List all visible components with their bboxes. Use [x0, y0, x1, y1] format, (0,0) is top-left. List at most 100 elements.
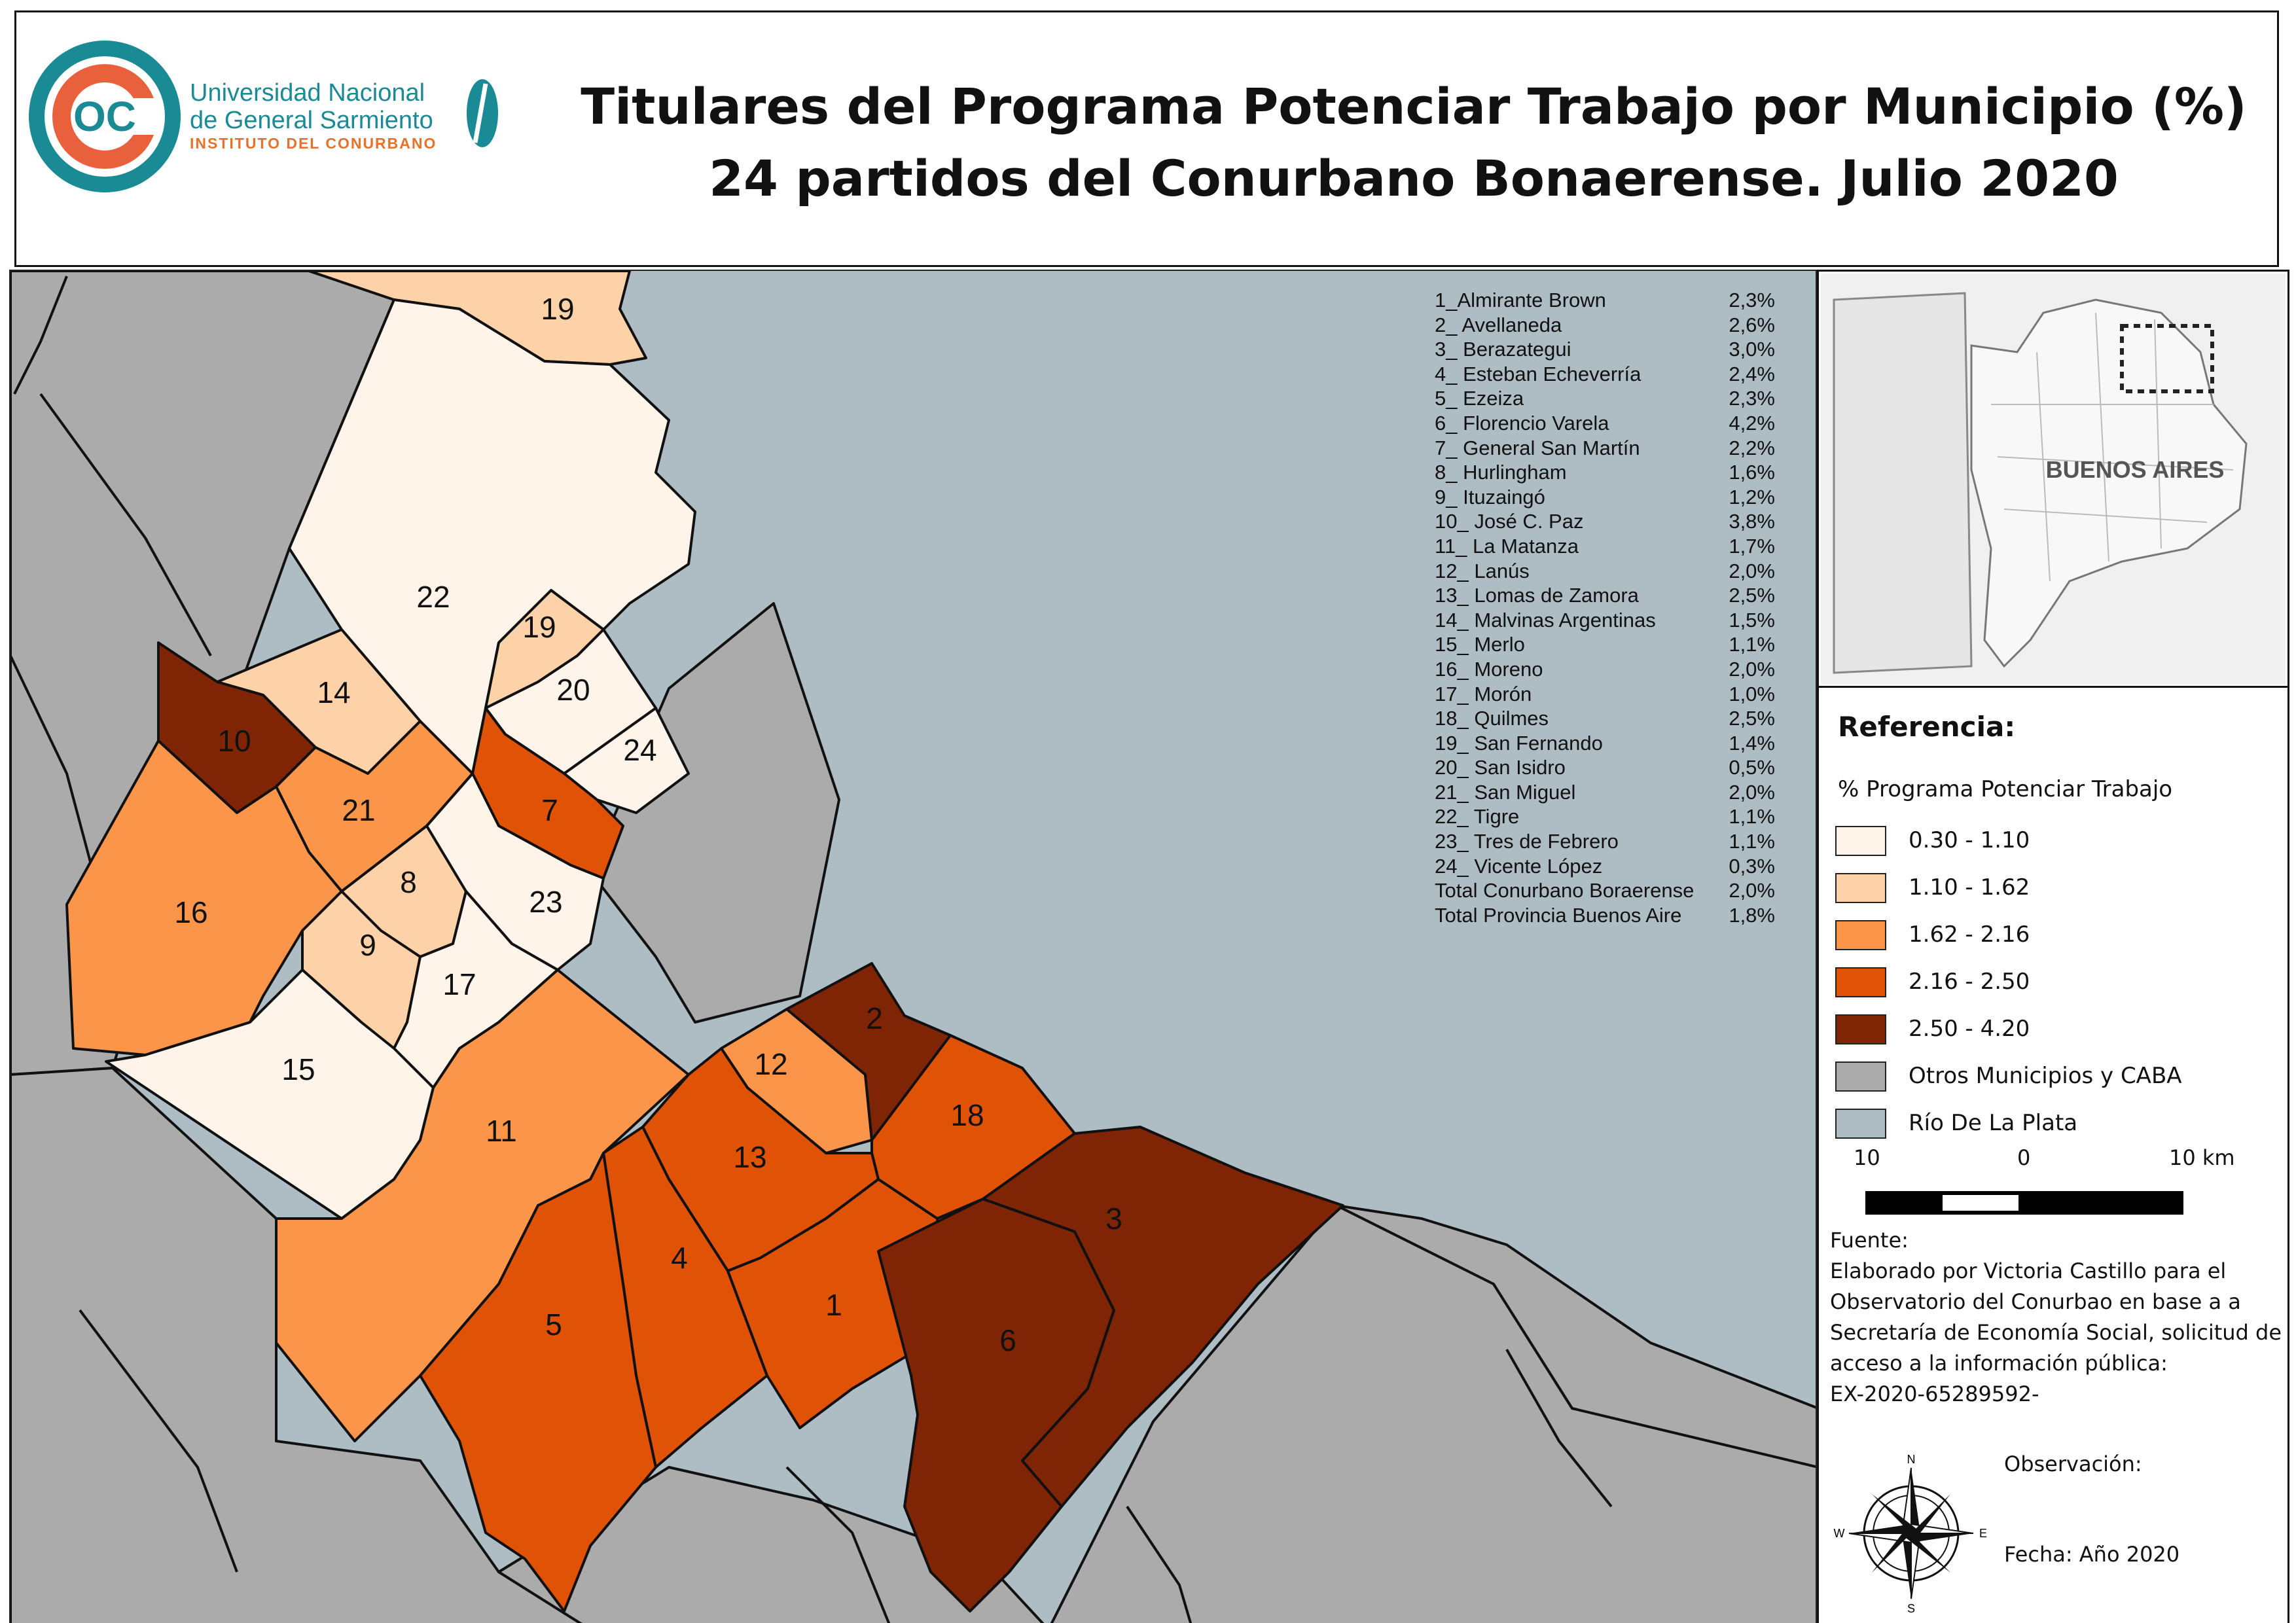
inset-highlight-box — [2120, 324, 2214, 393]
municipality-name: 24_ Vicente López — [1435, 854, 1603, 878]
municipality-row: 1_Almirante Brown 2,3% — [1435, 288, 1775, 313]
map-title-line2: 24 partidos del Conurbano Bonaerense. Ju… — [709, 149, 2119, 207]
map-label-6: 6 — [999, 1323, 1016, 1357]
map-label-19: 19 — [522, 610, 556, 644]
municipality-name: 23_ Tres de Febrero — [1435, 830, 1619, 853]
municipality-percent: 1,5% — [1729, 608, 1775, 632]
legend-swatch — [1835, 826, 1886, 856]
legend-label: Río De La Plata — [1909, 1110, 2078, 1136]
source-line-5: EX-2020-65289592- — [1830, 1382, 2039, 1406]
map-label-14: 14 — [317, 675, 350, 709]
municipality-row: 17_ Morón 1,0% — [1435, 682, 1775, 707]
municipality-name: 19_ San Fernando — [1435, 731, 1603, 755]
legend-subtitle: % Programa Potenciar Trabajo — [1838, 776, 2173, 802]
municipality-percent: 2,0% — [1729, 879, 1775, 902]
scale-bar — [1865, 1191, 2183, 1215]
legend-label: 2.50 - 4.20 — [1909, 1016, 2030, 1042]
municipality-row: 9_ Ituzaingó 1,2% — [1435, 485, 1775, 510]
map-label-5: 5 — [545, 1308, 562, 1342]
municipality-percent: 2,0% — [1729, 559, 1775, 582]
municipality-row: 24_ Vicente López 0,3% — [1435, 854, 1775, 879]
map-label-20: 20 — [556, 673, 590, 707]
compass-w: W — [1834, 1527, 1845, 1540]
legend-swatch — [1835, 1061, 1886, 1092]
legend-label: 1.62 - 2.16 — [1909, 921, 2030, 948]
municipality-row: 22_ Tigre 1,1% — [1435, 804, 1775, 829]
source-title: Fuente: — [1830, 1228, 1909, 1253]
map-title-line1: Titulares del Programa Potenciar Trabajo… — [581, 77, 2247, 135]
municipality-name: 9_ Ituzaingó — [1435, 485, 1545, 508]
municipality-row: 10_ José C. Paz 3,8% — [1435, 509, 1775, 534]
map-label-3: 3 — [1105, 1202, 1122, 1236]
municipality-name: 13_ Lomas de Zamora — [1435, 584, 1639, 607]
map-label-7: 7 — [541, 793, 558, 827]
map-label-11: 11 — [486, 1114, 517, 1148]
source-line-2: Observatorio del Conurbao en base a a — [1830, 1289, 2241, 1314]
municipality-name: 10_ José C. Paz — [1435, 510, 1584, 533]
map-label-19-north: 19 — [541, 292, 574, 326]
municipality-name: 16_ Moreno — [1435, 657, 1543, 681]
municipality-row: 16_ Moreno 2,0% — [1435, 657, 1775, 682]
municipality-15 — [105, 969, 435, 1220]
municipality-name: Total Provincia Buenos Aire — [1435, 903, 1682, 927]
map-label-1: 1 — [825, 1288, 842, 1322]
municipality-row: 20_ San Isidro 0,5% — [1435, 755, 1775, 780]
map-label-10: 10 — [217, 724, 251, 758]
compass-n: N — [1907, 1453, 1916, 1466]
map-canvas: 19 22 19 20 24 14 10 21 7 16 8 23 9 17 1… — [10, 271, 1816, 1623]
municipality-percent: 2,3% — [1729, 289, 1775, 312]
municipality-name: 6_ Florencio Varela — [1435, 411, 1609, 435]
municipality-5 — [419, 1152, 657, 1613]
inset-label: BUENOS AIRES — [2046, 456, 2225, 483]
municipality-name: 7_ General San Martín — [1435, 436, 1640, 459]
municipality-percent: 0,3% — [1729, 854, 1775, 878]
observation-label: Observación: — [2004, 1452, 2142, 1476]
municipality-percent: 2,0% — [1729, 657, 1775, 681]
map-label-18: 18 — [950, 1098, 984, 1132]
municipality-row: 15_ Merlo 1,1% — [1435, 632, 1775, 657]
map-labels: 19 22 19 20 24 14 10 21 7 16 8 23 9 17 1… — [174, 292, 1122, 1357]
logo-name-line2: de General Sarmiento — [190, 107, 433, 134]
source-line-3: Secretaría de Economía Social, solicitud… — [1830, 1320, 2282, 1345]
municipality-name: 22_ Tigre — [1435, 805, 1520, 829]
logo-slash-icon — [467, 79, 498, 147]
municipality-percent: 3,8% — [1729, 510, 1775, 533]
source-line-1: Elaborado por Victoria Castillo para el — [1830, 1258, 2227, 1283]
municipality-percent: 1,1% — [1729, 805, 1775, 829]
map-label-23: 23 — [529, 885, 562, 919]
map-label-9: 9 — [359, 928, 376, 962]
logo-institute: INSTITUTO DEL CONURBANO — [190, 135, 437, 152]
compass-rose-icon: N S E W — [1834, 1453, 1988, 1615]
municipality-row: 4_ Esteban Echeverría 2,4% — [1435, 362, 1775, 387]
municipality-row: 5_ Ezeiza 2,3% — [1435, 386, 1775, 411]
legend-label: 2.16 - 2.50 — [1909, 969, 2030, 995]
map-label-21: 21 — [342, 793, 375, 827]
municipality-row: 8_ Hurlingham 1,6% — [1435, 460, 1775, 485]
scale-label-left: 10 — [1854, 1145, 1880, 1170]
legend-swatch — [1835, 967, 1886, 997]
compass-e: E — [1979, 1527, 1987, 1540]
municipality-name: 18_ Quilmes — [1435, 707, 1549, 730]
municipality-name: 11_ La Matanza — [1435, 534, 1579, 558]
institution-logo: OC — [26, 38, 183, 198]
municipality-name: 21_ San Miguel — [1435, 780, 1576, 804]
municipality-row: Total Conurbano Boraerense 2,0% — [1435, 878, 1775, 903]
municipality-row: 23_ Tres de Febrero 1,1% — [1435, 829, 1775, 854]
municipality-name: 14_ Malvinas Argentinas — [1435, 608, 1656, 632]
municipality-percent: 2,3% — [1729, 387, 1775, 410]
municipality-name: 3_ Berazategui — [1435, 338, 1571, 361]
municipality-percent: 3,0% — [1729, 338, 1775, 361]
municipality-name: 5_ Ezeiza — [1435, 387, 1524, 410]
legend-swatch — [1835, 920, 1886, 950]
municipality-row: 12_ Lanús 2,0% — [1435, 559, 1775, 584]
municipality-percent: 1,7% — [1729, 534, 1775, 558]
municipality-3 — [982, 1126, 1344, 1508]
map-label-2: 2 — [866, 1001, 883, 1035]
legend-label: 1.10 - 1.62 — [1909, 874, 2030, 901]
municipality-row: 13_ Lomas de Zamora 2,5% — [1435, 583, 1775, 608]
municipality-percent: 1,4% — [1729, 731, 1775, 755]
municipality-percent: 0,5% — [1729, 756, 1775, 779]
municipality-row: 14_ Malvinas Argentinas 1,5% — [1435, 608, 1775, 633]
source-block: Fuente: Elaborado por Victoria Castillo … — [1830, 1225, 2282, 1410]
